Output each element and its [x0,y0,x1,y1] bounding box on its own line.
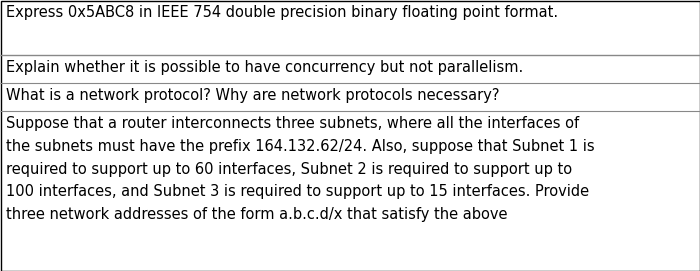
Text: What is a network protocol? Why are network protocols necessary?: What is a network protocol? Why are netw… [6,88,500,103]
Text: Express 0x5ABC8 in IEEE 754 double precision binary floating point format.: Express 0x5ABC8 in IEEE 754 double preci… [6,5,558,20]
Text: Suppose that a router interconnects three subnets, where all the interfaces of
t: Suppose that a router interconnects thre… [6,116,594,222]
Text: Explain whether it is possible to have concurrency but not parallelism.: Explain whether it is possible to have c… [6,60,524,75]
